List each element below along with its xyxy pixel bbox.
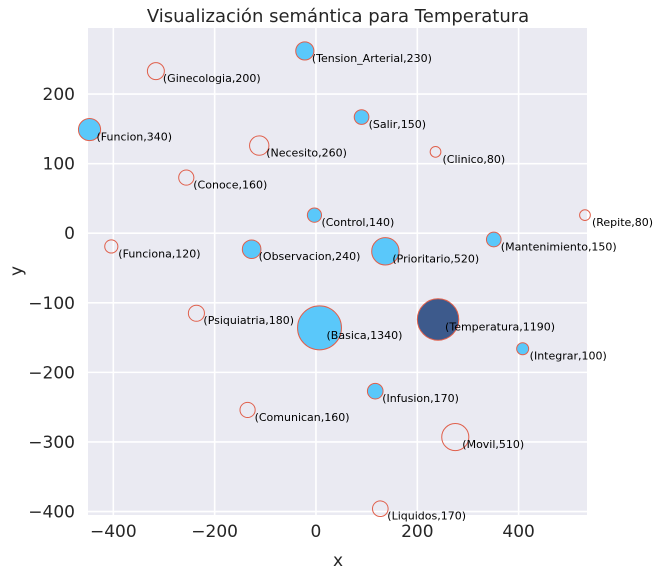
data-label: (Tension_Arterial,230) xyxy=(312,52,432,65)
data-point xyxy=(295,41,315,61)
data-label: (Clinico,80) xyxy=(443,153,506,166)
plot-background xyxy=(88,28,587,515)
data-label: (Control,140) xyxy=(321,216,394,229)
data-label: (Salir,150) xyxy=(369,118,426,131)
data-label: (Movil,510) xyxy=(462,438,524,451)
data-point xyxy=(371,500,389,518)
data-point xyxy=(104,239,119,254)
y-tick-label: −400 xyxy=(28,503,75,523)
data-label: (Funcion,340) xyxy=(97,131,173,144)
data-point xyxy=(297,305,342,351)
data-label: (Prioritario,520) xyxy=(392,252,479,265)
data-labels: (Tension_Arterial,230) (Ginecologia,200) (… xyxy=(97,52,654,523)
y-tick-label: 0 xyxy=(64,224,75,244)
grid-lines xyxy=(88,28,587,515)
data-point xyxy=(371,237,400,266)
y-tick-label: 100 xyxy=(43,155,75,175)
data-point xyxy=(416,298,460,341)
y-tick-label: 200 xyxy=(43,85,75,105)
data-point xyxy=(306,207,323,223)
data-label: (Basica,1340) xyxy=(327,329,403,342)
data-points xyxy=(77,41,591,518)
data-label: (Observacion,240) xyxy=(259,250,361,263)
data-point xyxy=(249,135,270,156)
y-axis-label: y xyxy=(7,266,27,276)
data-label: (Integrar,100) xyxy=(530,350,607,363)
data-point xyxy=(516,342,530,356)
data-label: (Ginecologia,200) xyxy=(163,72,261,85)
data-label: (Psiquiatria,180) xyxy=(203,314,294,327)
y-tick-labels: −400 −300 −200 −100 0 100 200 xyxy=(28,85,75,522)
x-tick-label: 400 xyxy=(502,522,534,542)
data-label: (Funciona,120) xyxy=(118,247,200,260)
data-point xyxy=(366,382,384,400)
x-tick-label: 0 xyxy=(311,522,322,542)
x-tick-labels: −400 −200 0 200 400 xyxy=(90,522,535,542)
data-point xyxy=(579,209,591,222)
x-tick-label: −200 xyxy=(191,522,238,542)
x-tick-label: −400 xyxy=(90,522,137,542)
data-label: (Conoce,160) xyxy=(193,179,267,192)
y-tick-label: −300 xyxy=(28,433,75,453)
x-axis-label: x xyxy=(333,551,343,571)
data-point xyxy=(241,239,262,260)
x-tick-label: 200 xyxy=(401,522,433,542)
data-point xyxy=(353,109,370,125)
data-point xyxy=(239,401,256,419)
data-point xyxy=(187,304,205,322)
data-label: (Liquidos,170) xyxy=(387,510,466,523)
data-label: (Infusion,170) xyxy=(382,392,459,405)
data-point xyxy=(146,62,165,81)
data-label: (Comunican,160) xyxy=(255,411,350,424)
data-label: (Mantenimiento,150) xyxy=(501,240,617,253)
data-point xyxy=(485,231,502,248)
chart-title: Visualización semántica para Temperatura xyxy=(147,6,529,27)
data-label: (Necesito,260) xyxy=(266,147,347,160)
y-tick-label: −200 xyxy=(28,363,75,383)
data-point xyxy=(178,169,195,186)
y-tick-label: −100 xyxy=(28,294,75,314)
data-point xyxy=(77,118,102,142)
data-label: (Temperatura,1190) xyxy=(445,321,555,334)
data-point xyxy=(429,145,442,158)
data-label: (Repite,80) xyxy=(592,216,653,229)
data-point xyxy=(441,423,470,452)
